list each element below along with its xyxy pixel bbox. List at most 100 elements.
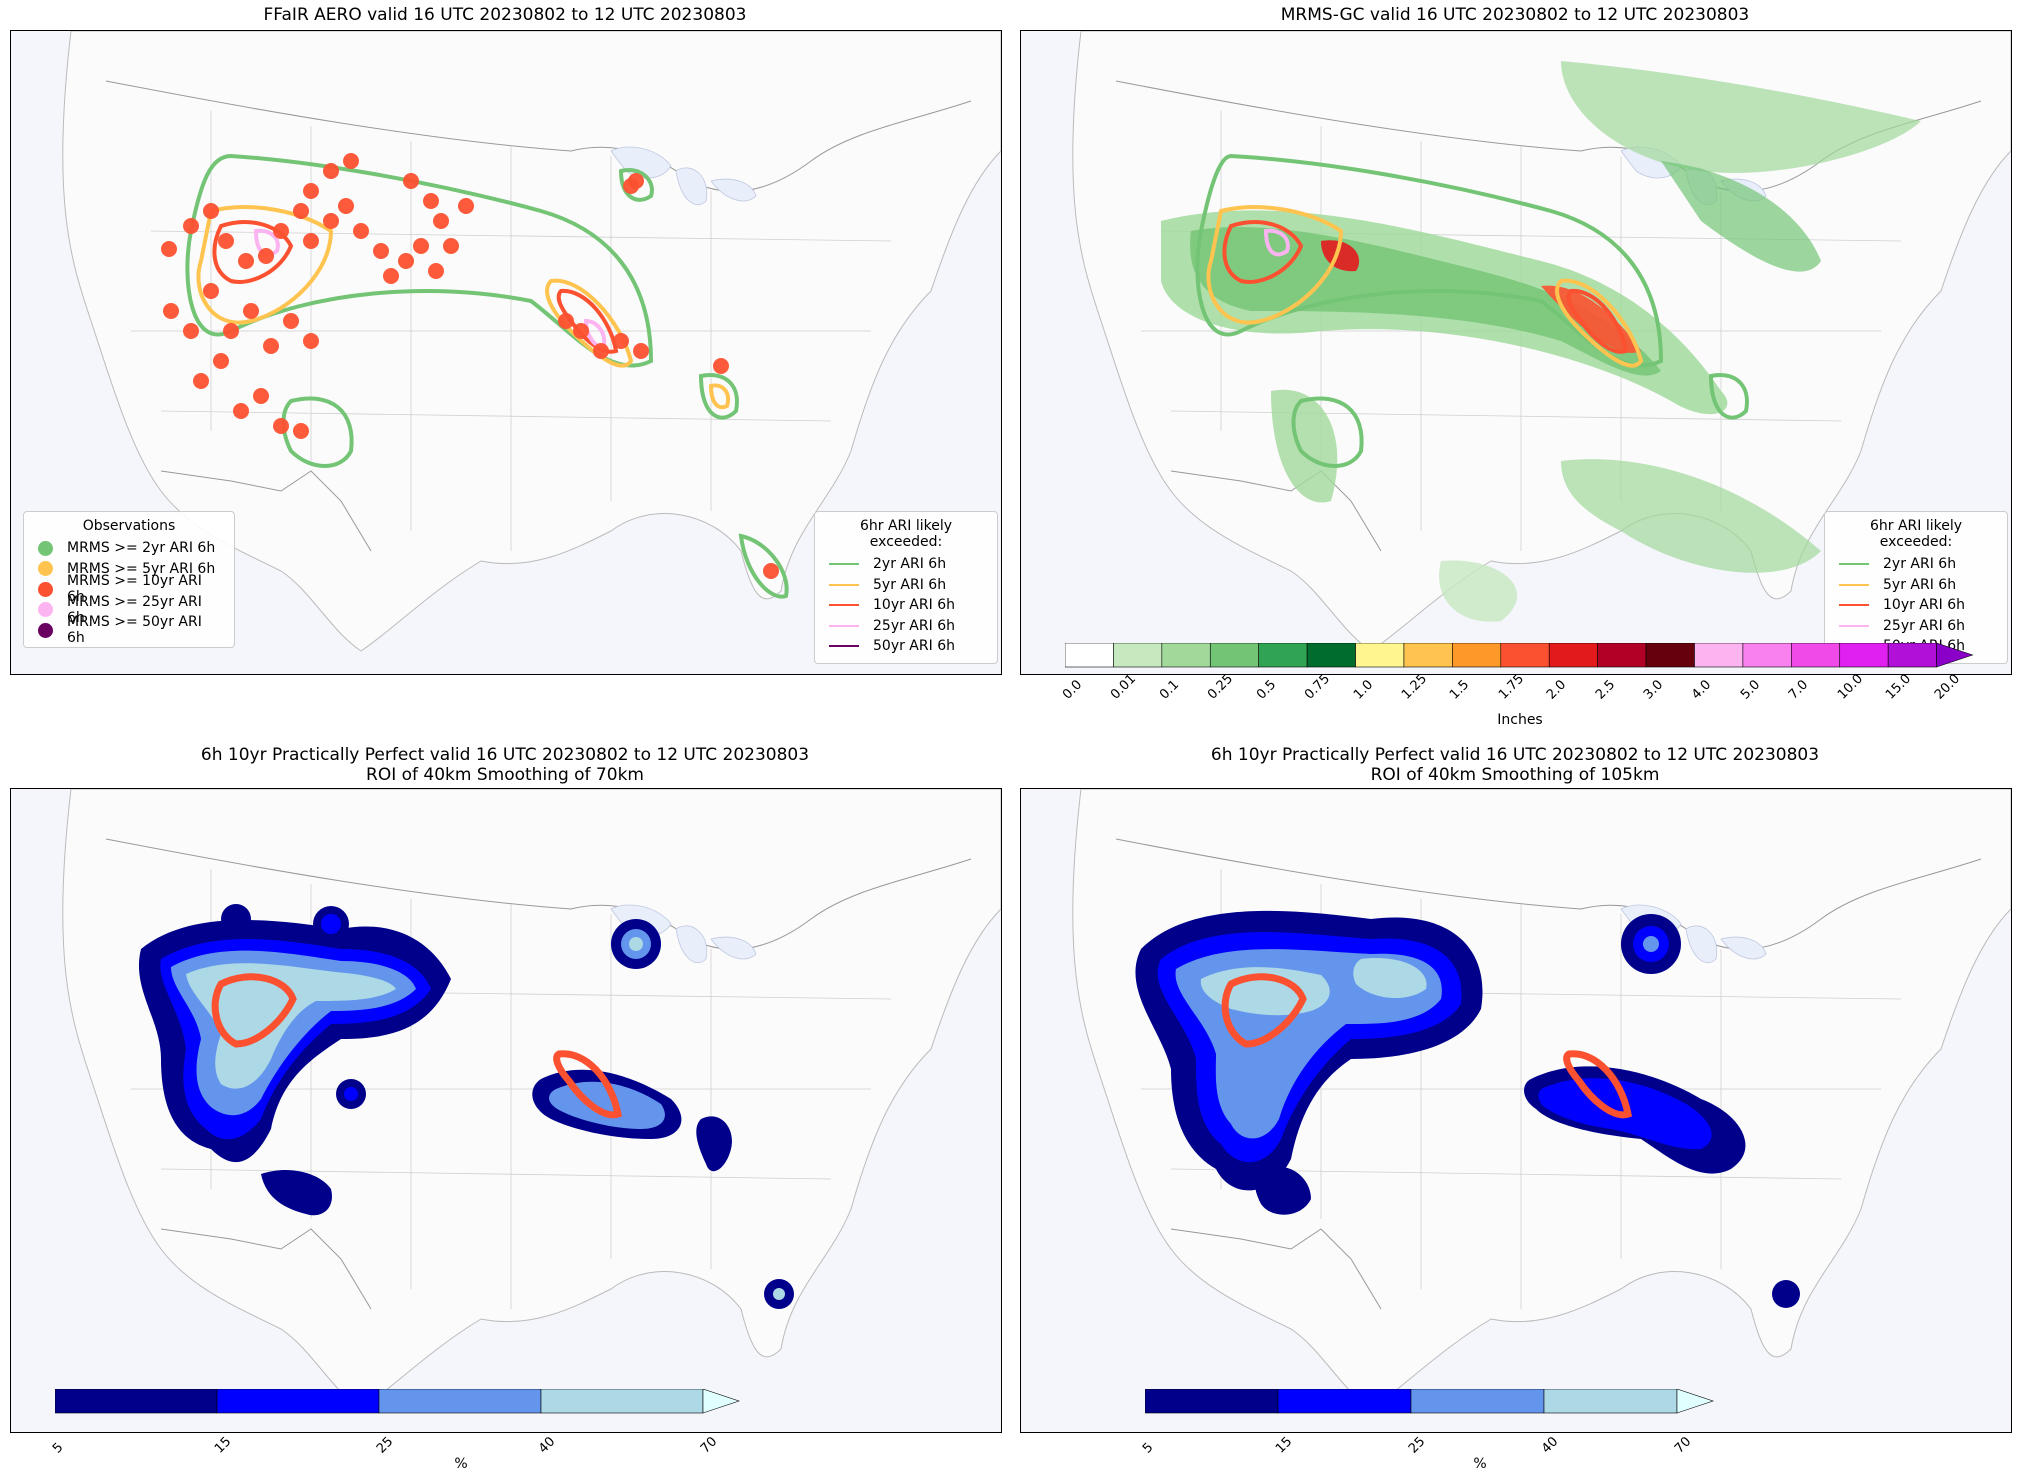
ari-legend-line [829,563,859,566]
pp105-10yr-central-contour [1563,1050,1633,1119]
observation-point [428,263,444,279]
observation-point [203,203,219,219]
observation-point [413,238,429,254]
panel1-title: FFaIR AERO valid 16 UTC 20230802 to 12 U… [263,5,747,25]
obs-legend-label: MRMS >= 2yr ARI 6h [67,540,216,557]
colorbar-segment [216,1389,380,1414]
colorbar-tick-label: 2.5 [1592,677,1618,703]
panel2-title: MRMS-GC valid 16 UTC 20230802 to 12 UTC … [1280,5,1750,25]
observation-point [303,233,319,249]
observation-point [161,241,177,257]
observation-point [713,358,729,374]
colorbar-tick-label: 10.0 [1834,671,1866,703]
colorbar-segment [1839,643,1889,668]
observation-point [343,153,359,169]
observation-point [398,253,414,269]
colorbar-tick-label: 1.5 [1447,677,1473,703]
ari-contours-mrms [1195,153,1749,468]
observation-point [763,563,779,579]
mrms-map-svg [1072,31,2011,652]
ari-legend-item: 50yr ARI 6h [825,636,987,657]
ari-legend-line [829,624,859,627]
contour-10yr-west [212,220,294,284]
observation-point [273,223,289,239]
obs-legend-label: MRMS >= 50yr ARI 6h [66,614,202,647]
observation-point [218,233,234,249]
obs-legend-label: MRMS >= 10yr ARI 6h [66,573,202,606]
observation-point [383,268,399,284]
colorbar-segment [1306,643,1356,668]
ari-legend-item: 5yr ARI 6h [825,575,987,596]
mrms-map: 6hr ARI likely exceeded: 2yr ARI 6h 5yr … [1020,30,2012,675]
pp70-map-svg [62,789,1001,1410]
colorbar-tick-label: 0.25 [1205,671,1237,703]
observation-point [293,203,309,219]
observation-point [403,173,419,189]
colorbar-segment [1355,643,1405,668]
observation-point [293,423,309,439]
colorbar-segment [1113,643,1163,668]
observation-point [573,323,589,339]
pp70-10yr-central-contour [553,1050,623,1119]
prob70-colorbar [55,1389,915,1414]
contour-5yr-west [196,205,334,325]
contour-25yr-west [253,228,280,257]
ari-legend-label: 2yr ARI 6h [873,556,947,573]
colorbar-tick-label: 40 [536,1434,559,1457]
colorbar-tick-label: 2.0 [1544,677,1570,703]
colorbar-tick-label: 25 [1406,1434,1429,1457]
panel3-title: 6h 10yr Practically Perfect valid 16 UTC… [200,745,810,785]
colorbar-tick-label: 0.5 [1253,677,1279,703]
ari-legend-label: 50yr ARI 6h [873,638,955,655]
contour-10yr-west [1222,220,1304,284]
precip-colorbar-svg [1065,643,1974,668]
colorbar-tick-label: 1.0 [1350,677,1376,703]
colorbar-segment [1543,1389,1678,1414]
colorbar-segment [1410,1389,1545,1414]
observation-point [353,223,369,239]
observation-point [303,183,319,199]
colorbar-segment [1277,1389,1412,1414]
colorbar-segment [1645,643,1695,668]
colorbar-segment [1452,643,1502,668]
observation-point [233,403,249,419]
ari-legend-label: 2yr ARI 6h [1883,556,1957,573]
obs-legend-item: MRMS >= 25yr ARI 6h [34,594,224,626]
colorbar-segment [378,1389,542,1414]
ari-legend-line [1839,563,1869,566]
ari-legend-item: 25yr ARI 6h [825,616,987,637]
observation-point [258,248,274,264]
ari-legend-line [829,604,859,607]
observation-point [183,218,199,234]
colorbar-segment [1065,643,1114,668]
ari-legend-line [829,583,859,586]
observation-point [238,253,254,269]
ari-legend-line [1839,583,1869,586]
ari-contours [185,153,789,599]
obs-legend-marker [38,622,53,638]
obs-legend-item: MRMS >= 10yr ARI 6h [34,573,224,605]
observation-point [443,238,459,254]
pp105-map [1020,788,2012,1433]
colorbar-tick-label: 1.75 [1495,671,1527,703]
panel4-title: 6h 10yr Practically Perfect valid 16 UTC… [1210,745,1820,785]
observation-point [633,343,649,359]
contour-5yr-central [1555,278,1644,368]
observation-point [243,303,259,319]
contour-5yr-central [545,278,634,368]
basemap [62,31,1001,652]
ari-legend-label: 10yr ARI 6h [1883,597,1965,614]
colorbar-segment [1403,643,1453,668]
colorbar-tick-label: 25 [374,1434,397,1457]
prob70-colorbar-label: % [454,1456,468,1472]
obs-legend-item: MRMS >= 5yr ARI 6h [34,559,224,580]
colorbar-tick-label: 40 [1539,1434,1562,1457]
contour-2yr-az [1291,396,1364,468]
ari-legend-item: 10yr ARI 6h [1835,595,1997,616]
colorbar-segment [1694,643,1744,668]
obs-legend-marker [38,581,53,597]
pp70-10yr-west-contour [211,973,297,1048]
ari-legend-title: 6hr ARI likely exceeded: [1869,518,1963,550]
colorbar-segment [55,1389,218,1414]
ari-legend-title: 6hr ARI likely exceeded: [859,518,953,550]
